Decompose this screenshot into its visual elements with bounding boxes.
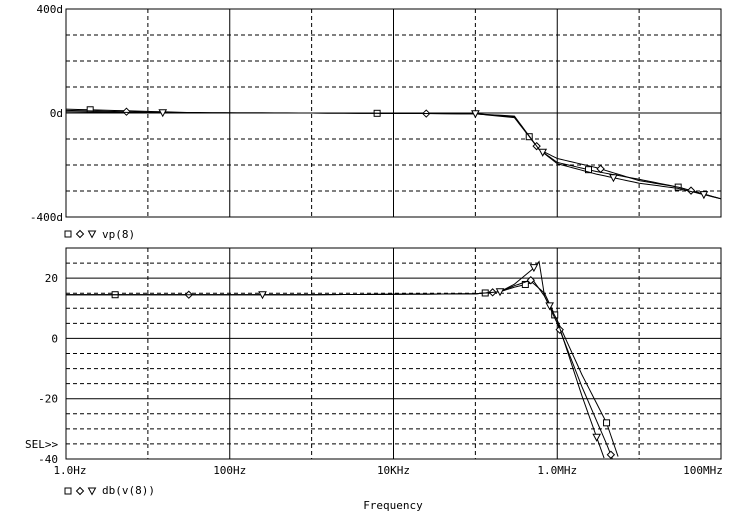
series-line: [66, 260, 605, 459]
series-point: [545, 302, 554, 311]
phase-legend-marker: [87, 230, 97, 239]
series-point: [122, 107, 131, 116]
magnitude-legend-label: db(v(8)): [102, 484, 155, 497]
magnitude-ytick-label: 0: [51, 332, 58, 345]
xtick-label: 100Hz: [213, 464, 246, 477]
magnitude-ytick-label: -40: [38, 453, 58, 466]
series-layer: [65, 106, 722, 459]
series-point: [596, 164, 605, 174]
phase-ytick-label: 400d: [37, 3, 64, 16]
magnitude-legend-marker: [87, 487, 97, 496]
phase-ytick-label: 0d: [50, 107, 63, 120]
magnitude-legend-marker: [75, 486, 85, 496]
sel-marker[interactable]: SEL>>: [25, 438, 58, 451]
magnitude-panel: [65, 247, 722, 460]
legend-layer: [64, 229, 97, 496]
series-point: [592, 433, 602, 442]
xtick-label: 1.0MHz: [537, 464, 577, 477]
phase-legend-marker: [64, 230, 72, 238]
series-point: [555, 325, 564, 334]
magnitude-ytick-label: 20: [45, 272, 58, 285]
series-point: [86, 106, 94, 114]
phase-legend-marker: [75, 229, 85, 239]
series-point: [495, 288, 505, 297]
series-point: [699, 191, 709, 200]
xtick-label: 1.0Hz: [53, 464, 86, 477]
series-point: [603, 419, 611, 427]
magnitude-legend-marker: [64, 487, 72, 495]
xtick-label: 10KHz: [377, 464, 410, 477]
series-point: [606, 450, 616, 459]
series-point: [526, 276, 535, 285]
plot-frame: [65, 8, 722, 218]
magnitude-ytick-label: -20: [38, 393, 58, 406]
series-point: [258, 291, 267, 300]
series-point: [529, 264, 539, 273]
phase-ytick-label: -400d: [30, 211, 63, 224]
plot-frame: [65, 247, 722, 460]
series-point: [158, 109, 168, 118]
phase-legend-label: vp(8): [102, 228, 135, 241]
x-axis-title: Frequency: [363, 499, 423, 512]
series-point: [471, 110, 480, 119]
series-point: [585, 166, 593, 174]
series-point: [538, 148, 548, 157]
series-point: [609, 174, 618, 183]
series-point: [521, 280, 529, 288]
xtick-label: 100MHz: [683, 464, 723, 477]
